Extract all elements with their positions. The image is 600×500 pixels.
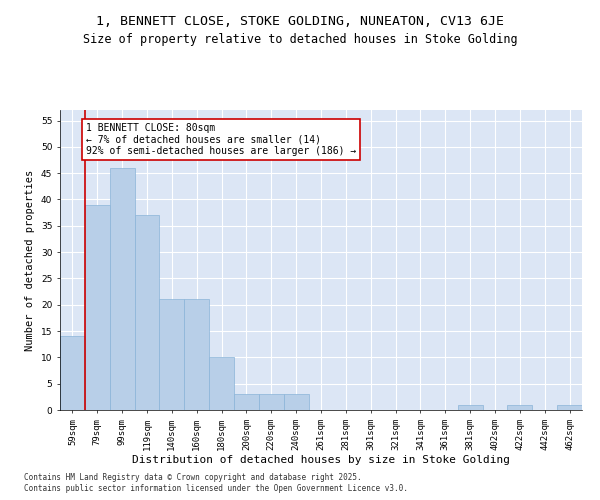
Text: 1, BENNETT CLOSE, STOKE GOLDING, NUNEATON, CV13 6JE: 1, BENNETT CLOSE, STOKE GOLDING, NUNEATO… (96, 15, 504, 28)
Bar (134, 216, 160, 410)
X-axis label: Distribution of detached houses by size in Stoke Golding: Distribution of detached houses by size … (132, 456, 510, 466)
Bar (110, 168, 134, 410)
Bar (85, 204, 110, 410)
Bar (160, 300, 184, 410)
Text: Contains public sector information licensed under the Open Government Licence v3: Contains public sector information licen… (24, 484, 408, 493)
Bar (557, 404, 582, 410)
Bar (209, 358, 234, 410)
Text: Size of property relative to detached houses in Stoke Golding: Size of property relative to detached ho… (83, 32, 517, 46)
Bar (184, 300, 209, 410)
Bar (458, 404, 482, 410)
Text: 1 BENNETT CLOSE: 80sqm
← 7% of detached houses are smaller (14)
92% of semi-deta: 1 BENNETT CLOSE: 80sqm ← 7% of detached … (86, 123, 356, 156)
Y-axis label: Number of detached properties: Number of detached properties (25, 170, 35, 350)
Bar (284, 394, 308, 410)
Text: Contains HM Land Registry data © Crown copyright and database right 2025.: Contains HM Land Registry data © Crown c… (24, 473, 362, 482)
Bar (60, 336, 85, 410)
Bar (234, 394, 259, 410)
Bar (508, 404, 532, 410)
Bar (259, 394, 284, 410)
